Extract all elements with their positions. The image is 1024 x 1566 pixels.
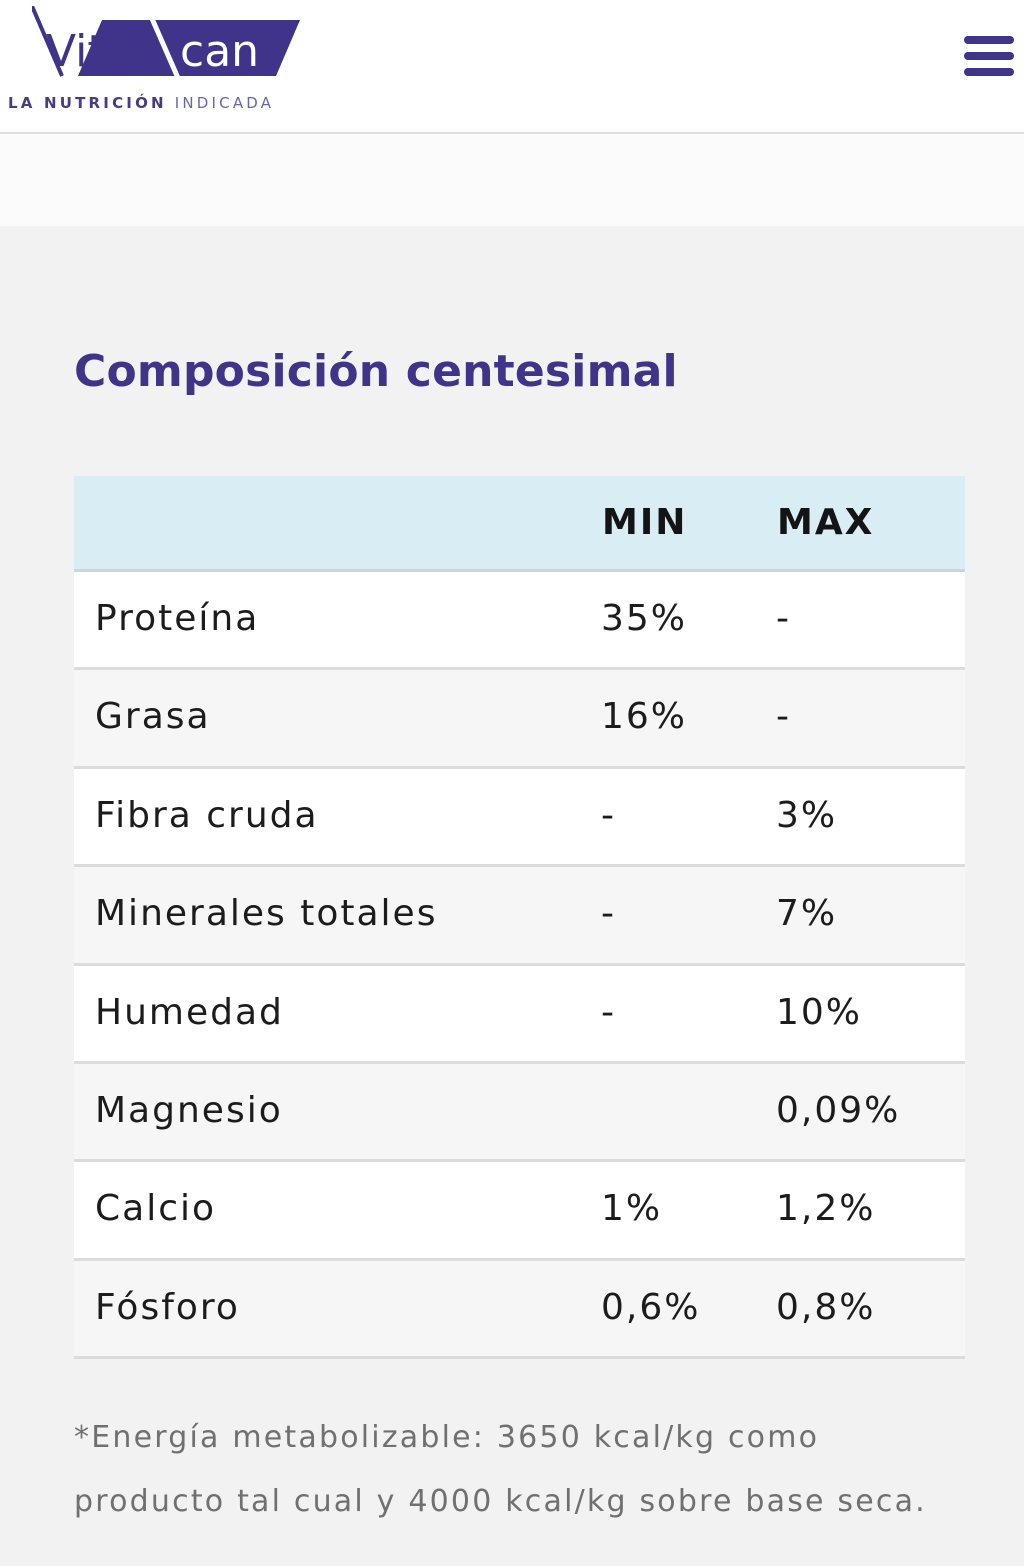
table-row: Minerales totales - 7%: [74, 867, 965, 966]
menu-bar: [964, 36, 1014, 44]
logo-tagline: LA NUTRICIÓN INDICADA: [8, 94, 274, 112]
hamburger-menu-icon[interactable]: [964, 34, 1016, 80]
row-max-value: -: [776, 696, 791, 738]
row-min-value: -: [601, 991, 616, 1033]
logo-word-vital: Vital: [46, 26, 144, 77]
row-nutrient: Humedad: [95, 991, 284, 1033]
table-header: MIN MAX: [74, 476, 965, 572]
vitalcan-logo-mark: Vital can: [32, 6, 300, 80]
menu-bar: [964, 52, 1014, 60]
table-row: Grasa 16% -: [74, 670, 965, 769]
table-row: Proteína 35% -: [74, 572, 965, 671]
site-header: Vital can LA NUTRICIÓN INDICADA: [0, 0, 1024, 134]
row-min-value: 35%: [601, 598, 688, 639]
row-min-value: -: [601, 893, 616, 935]
table-row: Humedad - 10%: [74, 965, 965, 1064]
energy-footnote: *Energía metabolizable: 3650 kcal/kg com…: [74, 1406, 974, 1534]
top-spacer: [0, 134, 1024, 226]
tagline-part2: INDICADA: [174, 94, 275, 112]
composition-section: Composición centesimal MIN MAX Proteína …: [0, 226, 1024, 1566]
column-header-min: MIN: [602, 502, 688, 543]
table-row: Fósforo 0,6% 0,8%: [74, 1260, 965, 1360]
brand-logo[interactable]: Vital can LA NUTRICIÓN INDICADA: [8, 6, 308, 116]
row-max-value: 0,8%: [776, 1286, 876, 1328]
composition-table: MIN MAX Proteína 35% - Grasa 16% - Fibra…: [74, 476, 965, 1360]
tagline-part1: LA NUTRICIÓN: [8, 94, 167, 112]
column-header-max: MAX: [777, 502, 875, 543]
row-min-value: -: [601, 794, 616, 836]
row-nutrient: Proteína: [95, 598, 260, 639]
row-max-value: 10%: [776, 991, 863, 1033]
row-nutrient: Magnesio: [95, 1089, 283, 1131]
row-max-value: 1,2%: [776, 1188, 876, 1230]
row-max-value: 7%: [776, 893, 838, 935]
table-row: Calcio 1% 1,2%: [74, 1162, 965, 1261]
row-min-value: 0,6%: [601, 1286, 701, 1328]
footnote-line-2: producto tal cual y 4000 kcal/kg sobre b…: [74, 1484, 927, 1519]
row-nutrient: Fibra cruda: [95, 794, 319, 836]
section-title: Composición centesimal: [74, 346, 678, 397]
row-max-value: -: [776, 598, 791, 639]
row-min-value: 16%: [601, 696, 688, 738]
menu-bar: [964, 68, 1014, 76]
row-min-value: 1%: [601, 1188, 663, 1230]
row-nutrient: Grasa: [95, 696, 211, 738]
row-nutrient: Minerales totales: [95, 893, 438, 935]
row-max-value: 3%: [776, 794, 838, 836]
logo-word-can: can: [180, 26, 259, 77]
footnote-line-1: *Energía metabolizable: 3650 kcal/kg com…: [74, 1420, 820, 1455]
row-nutrient: Calcio: [95, 1188, 217, 1230]
row-max-value: 0,09%: [776, 1089, 901, 1131]
table-row: Fibra cruda - 3%: [74, 768, 965, 868]
row-nutrient: Fósforo: [95, 1286, 240, 1328]
table-row: Magnesio 0,09%: [74, 1063, 965, 1163]
